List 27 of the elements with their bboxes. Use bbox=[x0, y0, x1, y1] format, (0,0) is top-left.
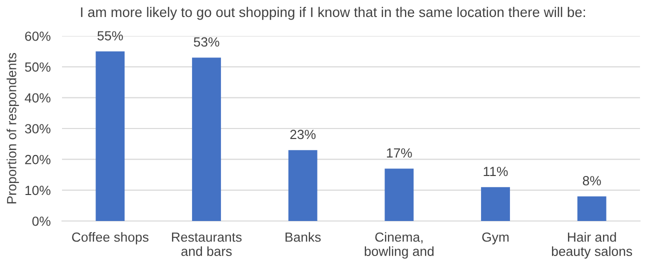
chart-title: I am more likely to go out shopping if I know that in the same location there will be: bbox=[81, 6, 585, 20]
data-label: 55% bbox=[97, 31, 123, 40]
bar bbox=[96, 51, 125, 221]
y-tick-label: 30% bbox=[24, 124, 50, 134]
y-tick-label: 10% bbox=[25, 186, 50, 196]
y-axis-title: Proportion of respondents bbox=[6, 53, 19, 204]
bar bbox=[384, 168, 414, 221]
x-tick-label: Banks bbox=[286, 232, 321, 242]
bar bbox=[288, 150, 318, 221]
data-label: 17% bbox=[386, 148, 412, 158]
x-tick-label: Cinema, bowling and bbox=[364, 232, 434, 259]
x-tick-label: Hair and beauty salons bbox=[552, 232, 632, 259]
x-tick-label: Gym bbox=[482, 232, 509, 244]
x-tick-label: Restaurants and bars bbox=[172, 232, 242, 256]
x-tick-label: Coffee shops bbox=[72, 232, 148, 244]
y-tick-label: 20% bbox=[25, 154, 50, 164]
data-label: 8% bbox=[582, 176, 601, 186]
y-tick-label: 50% bbox=[25, 62, 50, 72]
y-tick-label: 0% bbox=[32, 216, 50, 226]
data-label: 11% bbox=[484, 166, 508, 176]
data-label: 23% bbox=[290, 130, 316, 140]
y-tick-label: 60% bbox=[25, 32, 50, 41]
bar bbox=[192, 58, 221, 221]
data-label: 53% bbox=[194, 37, 220, 47]
bar bbox=[577, 196, 606, 221]
y-tick-label: 40% bbox=[24, 93, 50, 103]
bar bbox=[481, 187, 510, 221]
